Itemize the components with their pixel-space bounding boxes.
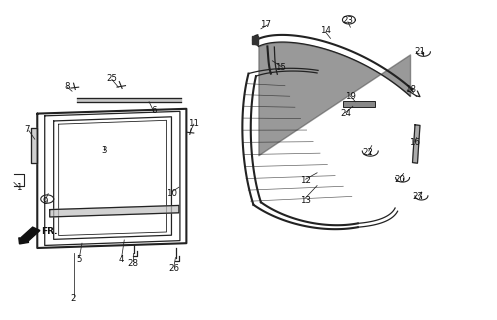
- Text: 27: 27: [412, 192, 423, 201]
- Text: 20: 20: [395, 175, 406, 184]
- Text: 12: 12: [300, 176, 311, 185]
- Text: 28: 28: [128, 260, 139, 268]
- Polygon shape: [413, 125, 420, 163]
- Text: 11: 11: [188, 119, 199, 128]
- Text: 10: 10: [166, 189, 177, 198]
- Text: 7: 7: [24, 125, 30, 134]
- Text: 21: 21: [414, 47, 425, 56]
- Text: 19: 19: [345, 92, 356, 100]
- Text: 2: 2: [71, 294, 77, 303]
- Polygon shape: [252, 36, 258, 44]
- Text: 14: 14: [320, 26, 331, 35]
- Text: 6: 6: [151, 106, 157, 115]
- FancyArrow shape: [19, 227, 40, 244]
- Text: 17: 17: [260, 20, 271, 28]
- Text: 25: 25: [106, 74, 117, 83]
- Text: 15: 15: [275, 63, 286, 72]
- Polygon shape: [31, 128, 37, 163]
- Text: 23: 23: [342, 16, 353, 25]
- Text: 5: 5: [77, 255, 83, 264]
- Text: 3: 3: [101, 146, 107, 155]
- Text: FR.: FR.: [41, 227, 58, 236]
- Text: 16: 16: [410, 138, 420, 147]
- Text: 8: 8: [64, 82, 70, 91]
- Text: 26: 26: [168, 264, 179, 273]
- Text: 22: 22: [362, 148, 373, 156]
- Text: 9: 9: [42, 197, 47, 206]
- Polygon shape: [50, 205, 179, 217]
- Text: 4: 4: [119, 255, 125, 264]
- Bar: [343, 101, 375, 107]
- Text: 1: 1: [16, 183, 22, 192]
- Text: 24: 24: [340, 109, 351, 118]
- Text: 18: 18: [405, 85, 415, 94]
- Text: 13: 13: [300, 196, 311, 204]
